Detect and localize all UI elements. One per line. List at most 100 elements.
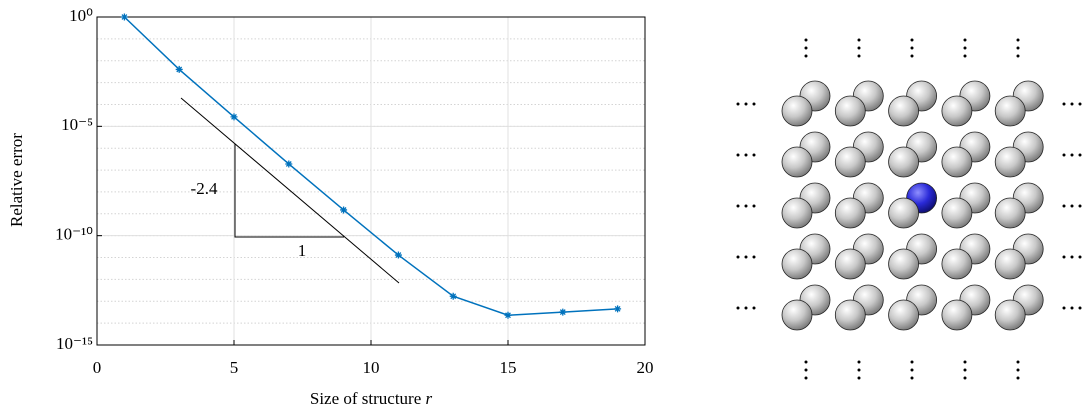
- marker: [504, 311, 512, 319]
- atom: [888, 248, 919, 280]
- y-axis-label: Relative error: [7, 133, 26, 227]
- atom: [888, 197, 919, 229]
- marker: [120, 13, 128, 21]
- y-tick-label: 10⁻⁵: [61, 115, 93, 134]
- plot-frame: [96, 16, 646, 346]
- ellipsis-dot: [804, 360, 808, 364]
- ellipsis-dot: [1070, 102, 1074, 106]
- x-tick-label: 0: [93, 358, 102, 377]
- series-line: [123, 16, 618, 316]
- atom: [941, 95, 973, 127]
- ellipsis-dot: [1062, 153, 1066, 157]
- ellipsis-dot: [804, 368, 808, 372]
- x-axis-label: Size of structure r: [310, 389, 433, 408]
- marker: [394, 251, 402, 259]
- x-axis-label-var: r: [426, 389, 433, 408]
- ellipsis-dot: [857, 54, 861, 58]
- atom: [941, 248, 973, 280]
- atom: [888, 299, 919, 331]
- ellipsis-dot: [963, 360, 967, 364]
- x-axis-label-text: Size of structure: [310, 389, 421, 408]
- atom: [994, 299, 1026, 331]
- atom: [994, 146, 1026, 178]
- ellipsis-dot: [910, 368, 914, 372]
- atom: [941, 146, 973, 178]
- ellipsis-dot: [736, 102, 740, 106]
- y-tick-label: 10⁻¹⁰: [55, 225, 93, 244]
- reference-line: [180, 97, 400, 284]
- ellipsis-dot: [1078, 306, 1082, 310]
- ellipsis-dot: [910, 46, 914, 50]
- ellipsis-dot: [1016, 368, 1020, 372]
- ellipsis-dot: [804, 46, 808, 50]
- atom: [994, 248, 1026, 280]
- ellipsis-dot: [857, 46, 861, 50]
- ellipsis-dot: [857, 368, 861, 372]
- marker: [340, 206, 348, 214]
- ellipsis-dot: [910, 38, 914, 42]
- ellipsis-dot: [1062, 102, 1066, 106]
- ellipsis-dot: [736, 255, 740, 259]
- ellipsis-dot: [744, 204, 748, 208]
- atom: [781, 146, 813, 178]
- atom: [941, 197, 973, 229]
- marker: [285, 160, 293, 168]
- ellipsis-dot: [910, 376, 914, 380]
- ellipsis-dot: [1062, 306, 1066, 310]
- ellipsis-dot: [736, 306, 740, 310]
- atom: [781, 197, 813, 229]
- ellipsis-dot: [1062, 255, 1066, 259]
- atom: [781, 248, 813, 280]
- ellipsis-dot: [752, 204, 756, 208]
- marker: [449, 292, 457, 300]
- ellipsis-dot: [1070, 255, 1074, 259]
- marker: [614, 305, 622, 313]
- annotation: -2.4: [191, 179, 218, 198]
- ellipsis-dot: [1062, 204, 1066, 208]
- ellipsis-dot: [963, 376, 967, 380]
- ellipsis-dot: [1016, 38, 1020, 42]
- ellipsis-dot: [736, 204, 740, 208]
- marker: [175, 65, 183, 73]
- ellipsis-dot: [1078, 153, 1082, 157]
- ellipsis-dot: [910, 54, 914, 58]
- ellipsis-dot: [752, 306, 756, 310]
- atom: [941, 299, 973, 331]
- atom: [834, 197, 866, 229]
- atom: [888, 95, 919, 127]
- ellipsis-dot: [804, 54, 808, 58]
- ellipsis-dot: [1016, 54, 1020, 58]
- slope-triangle: [234, 144, 344, 238]
- x-tick-label: 10: [363, 358, 380, 377]
- ellipsis-dot: [1016, 360, 1020, 364]
- ellipsis-dot: [804, 38, 808, 42]
- ellipsis-dot: [857, 360, 861, 364]
- atom: [994, 95, 1026, 127]
- ellipsis-dot: [1070, 204, 1074, 208]
- ellipsis-dot: [804, 376, 808, 380]
- plot: 0 5 10 15 20 10⁰ 10⁻⁵ 10⁻¹⁰ 10⁻¹⁵: [55, 6, 653, 377]
- x-tick-label: 20: [637, 358, 654, 377]
- ellipsis-dot: [857, 38, 861, 42]
- ellipsis-dot: [1078, 204, 1082, 208]
- atom: [834, 248, 866, 280]
- ellipsis-dot: [752, 255, 756, 259]
- lattice-illustration: [736, 38, 1082, 380]
- ellipsis-dot: [963, 54, 967, 58]
- ellipsis-dot: [963, 38, 967, 42]
- ellipsis-dot: [752, 102, 756, 106]
- atom: [834, 146, 866, 178]
- annotation: 1: [298, 241, 307, 260]
- x-tick-label: 5: [230, 358, 239, 377]
- y-tick-label: 10⁻¹⁵: [56, 334, 93, 353]
- ellipsis-dot: [1016, 376, 1020, 380]
- slope-annotation: [180, 97, 400, 284]
- ellipsis-dot: [1078, 102, 1082, 106]
- x-tick-label: 15: [500, 358, 517, 377]
- ellipsis-dot: [736, 153, 740, 157]
- ellipsis-dot: [744, 255, 748, 259]
- marker: [559, 308, 567, 316]
- ellipsis-dot: [1078, 255, 1082, 259]
- ellipsis-dot: [744, 153, 748, 157]
